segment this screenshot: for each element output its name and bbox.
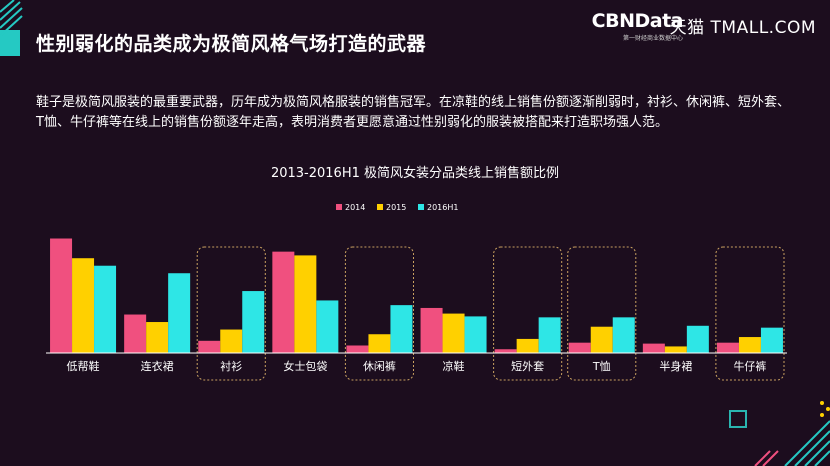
bar (124, 314, 147, 353)
bar (242, 291, 265, 353)
category-labels: 低帮鞋 连衣裙 衬衫 女士包袋 休闲裤 凉鞋 短外套 T恤 半身裙 牛仔裤 (67, 359, 767, 373)
bar (420, 307, 443, 353)
bar (368, 334, 391, 353)
category-label: 休闲裤 (363, 359, 396, 373)
bar (464, 316, 487, 353)
highlight-frame (493, 246, 563, 381)
bar (642, 343, 665, 353)
category-label: 低帮鞋 (67, 359, 100, 373)
legend-swatch (377, 204, 383, 210)
highlight-frame (344, 246, 414, 381)
category-label: 短外套 (511, 359, 544, 373)
chart-title: 2013-2016H1 极简风女装分品类线上销售额比例 (270, 166, 560, 181)
tmall-logo: 天猫 TMALL.COM (669, 18, 816, 38)
bar (664, 346, 687, 353)
bar (716, 342, 739, 353)
category-label: 衬衫 (220, 360, 242, 373)
category-label: 凉鞋 (443, 359, 465, 373)
bar (516, 338, 539, 353)
bar (442, 313, 465, 353)
highlight-frame (715, 246, 785, 381)
title-accent-bar (0, 30, 20, 56)
bar (538, 317, 561, 353)
highlight-frame (567, 246, 637, 381)
bar (738, 337, 761, 353)
category-label: 女士包袋 (283, 359, 327, 373)
bar (220, 329, 243, 353)
highlight-frames (196, 246, 785, 381)
category-label: 连衣裙 (141, 359, 174, 373)
bar (146, 322, 169, 353)
bar (612, 317, 635, 353)
bottom-right-decoration (729, 401, 830, 466)
category-label: 牛仔裤 (733, 359, 766, 373)
chart-bars (50, 238, 783, 353)
bar (316, 300, 339, 353)
bar (198, 340, 221, 353)
cbndata-logo: CBNData (591, 10, 684, 32)
bar (72, 258, 95, 353)
bar (294, 255, 317, 353)
category-label: 半身裙 (659, 359, 692, 373)
legend-swatch (336, 204, 342, 210)
description-text: 鞋子是极简风服装的最重要武器，历年成为极简风格服装的销售冠军。在凉鞋的线上销售份… (36, 95, 791, 130)
bar (94, 265, 117, 353)
top-left-decoration (0, 0, 23, 37)
bar (390, 305, 413, 353)
bar (494, 349, 517, 353)
brand-logos: CBNData 第一财经商业数据中心 天猫 TMALL.COM (586, 10, 816, 42)
category-label: T恤 (592, 360, 611, 373)
highlight-frame (196, 246, 266, 381)
bar (568, 342, 591, 353)
legend-label: 2016H1 (427, 203, 458, 212)
bar (760, 327, 783, 353)
legend-label: 2015 (386, 203, 406, 212)
chart-legend: 2014 2015 2016H1 (336, 203, 458, 212)
legend-swatch (418, 204, 424, 210)
bar (272, 251, 295, 353)
teal-square-icon (729, 410, 747, 428)
bar (168, 273, 191, 353)
bar (686, 325, 709, 353)
bar (50, 238, 73, 353)
legend-label: 2014 (345, 203, 365, 212)
page-title: 性别弱化的品类成为极简风格气场打造的武器 (36, 33, 427, 55)
cbndata-subtitle: 第一财经商业数据中心 (622, 35, 683, 42)
bar (590, 326, 613, 353)
bar (346, 345, 369, 353)
